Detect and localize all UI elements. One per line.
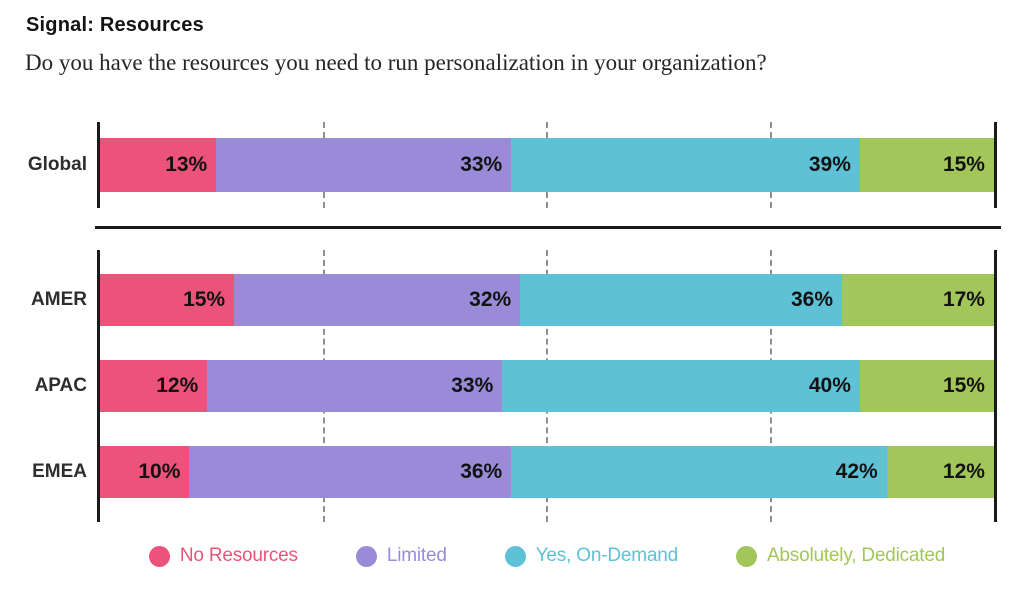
legend-label: Limited bbox=[386, 545, 447, 566]
row-label-amer: AMER bbox=[31, 289, 87, 310]
segment-absolutely-dedicated: 17% bbox=[842, 274, 994, 326]
row-label-emea: EMEA bbox=[32, 461, 87, 482]
stacked-bar-amer: 15% 32% 36% 17% bbox=[100, 274, 994, 326]
segment-limited: 33% bbox=[207, 360, 503, 412]
segment-value: 10% bbox=[138, 460, 181, 483]
page-title: Signal: Resources bbox=[26, 14, 204, 36]
legend-item-absolutely-dedicated: Absolutely, Dedicated bbox=[735, 545, 946, 567]
legend-dot-icon bbox=[735, 545, 757, 567]
legend-dot-icon bbox=[504, 545, 526, 567]
segment-value: 17% bbox=[942, 288, 985, 311]
segment-yes-on-demand: 36% bbox=[520, 274, 842, 326]
segment-limited: 32% bbox=[234, 274, 521, 326]
segment-value: 32% bbox=[469, 288, 512, 311]
chart-section-regions: AMER 15% 32% 36% 17% APAC 12% 33% 40% 15% EMEA 10% 3… bbox=[31, 250, 997, 522]
stacked-bar-emea: 10% 36% 42% 12% bbox=[100, 446, 994, 498]
row-label-global: Global bbox=[27, 154, 87, 175]
segment-value: 39% bbox=[808, 153, 851, 176]
stacked-bar-apac: 12% 33% 40% 15% bbox=[100, 360, 994, 412]
segment-value: 15% bbox=[942, 153, 985, 176]
chart-section-global: Global 13% 33% 39% 15% bbox=[28, 122, 997, 208]
bar-row-apac: APAC 12% 33% 40% 15% bbox=[35, 360, 994, 412]
segment-value: 42% bbox=[835, 460, 878, 483]
segment-no-resources: 10% bbox=[100, 446, 190, 498]
survey-question: Do you have the resources you need to ru… bbox=[25, 50, 767, 75]
legend-dot-icon bbox=[148, 545, 170, 567]
legend-label: Yes, On-Demand bbox=[535, 545, 678, 566]
legend-label: Absolutely, Dedicated bbox=[766, 545, 946, 566]
segment-no-resources: 13% bbox=[100, 138, 217, 192]
segment-limited: 36% bbox=[189, 446, 512, 498]
section-divider bbox=[95, 226, 1001, 229]
segment-value: 36% bbox=[790, 288, 833, 311]
bar-row-emea: EMEA 10% 36% 42% 12% bbox=[32, 446, 994, 498]
legend-label: No Resources bbox=[179, 545, 298, 566]
bar-row-amer: AMER 15% 32% 36% 17% bbox=[31, 274, 994, 326]
segment-absolutely-dedicated: 12% bbox=[886, 446, 994, 498]
segment-value: 33% bbox=[451, 374, 494, 397]
segment-value: 36% bbox=[460, 460, 503, 483]
segment-yes-on-demand: 39% bbox=[511, 138, 860, 192]
legend-dot-icon bbox=[355, 545, 377, 567]
segment-value: 15% bbox=[183, 288, 226, 311]
segment-yes-on-demand: 42% bbox=[511, 446, 887, 498]
segment-no-resources: 12% bbox=[100, 360, 208, 412]
segment-limited: 33% bbox=[216, 138, 512, 192]
segment-yes-on-demand: 40% bbox=[502, 360, 860, 412]
segment-value: 13% bbox=[165, 153, 208, 176]
segment-value: 12% bbox=[942, 460, 985, 483]
segment-value: 12% bbox=[156, 374, 199, 397]
row-label-apac: APAC bbox=[34, 375, 87, 396]
segment-value: 40% bbox=[808, 374, 851, 397]
stacked-bar-global: 13% 33% 39% 15% bbox=[100, 138, 994, 192]
legend-item-limited: Limited bbox=[355, 545, 447, 567]
segment-no-resources: 15% bbox=[100, 274, 235, 326]
chart-legend: No Resources Limited Yes, On-Demand Absolut… bbox=[97, 543, 997, 569]
segment-absolutely-dedicated: 15% bbox=[859, 138, 994, 192]
legend-item-yes-on-demand: Yes, On-Demand bbox=[504, 545, 678, 567]
segment-value: 33% bbox=[460, 153, 503, 176]
bar-row-global: Global 13% 33% 39% 15% bbox=[28, 138, 994, 192]
segment-absolutely-dedicated: 15% bbox=[859, 360, 994, 412]
legend-item-no-resources: No Resources bbox=[148, 545, 298, 567]
segment-value: 15% bbox=[942, 374, 985, 397]
